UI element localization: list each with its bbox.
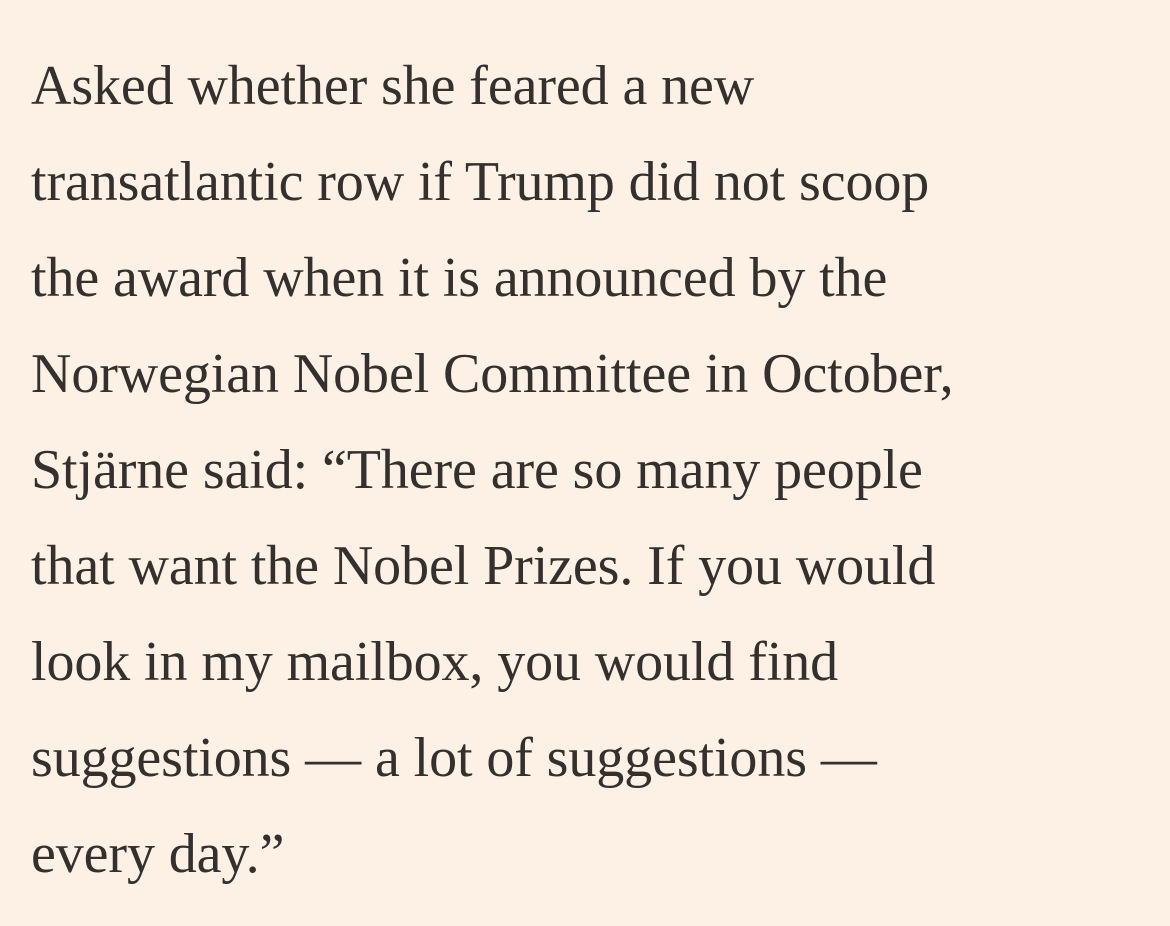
paragraph-line: suggestions — a lot of suggestions — bbox=[31, 727, 877, 789]
paragraph-line: the award when it is announced by the bbox=[31, 247, 888, 309]
paragraph-line: look in my mailbox, you would find bbox=[31, 631, 839, 693]
paragraph-line: Norwegian Nobel Committee in October, bbox=[31, 343, 954, 405]
paragraph-line: Stjärne said: “There are so many people bbox=[31, 439, 923, 501]
paragraph-line: every day.” bbox=[31, 823, 285, 885]
article-paragraph: Asked whether she feared a new transatla… bbox=[31, 47, 1151, 911]
paragraph-line: transatlantic row if Trump did not scoop bbox=[31, 151, 930, 213]
paragraph-line: Asked whether she feared a new bbox=[31, 55, 755, 117]
paragraph-line: that want the Nobel Prizes. If you would bbox=[31, 535, 936, 597]
